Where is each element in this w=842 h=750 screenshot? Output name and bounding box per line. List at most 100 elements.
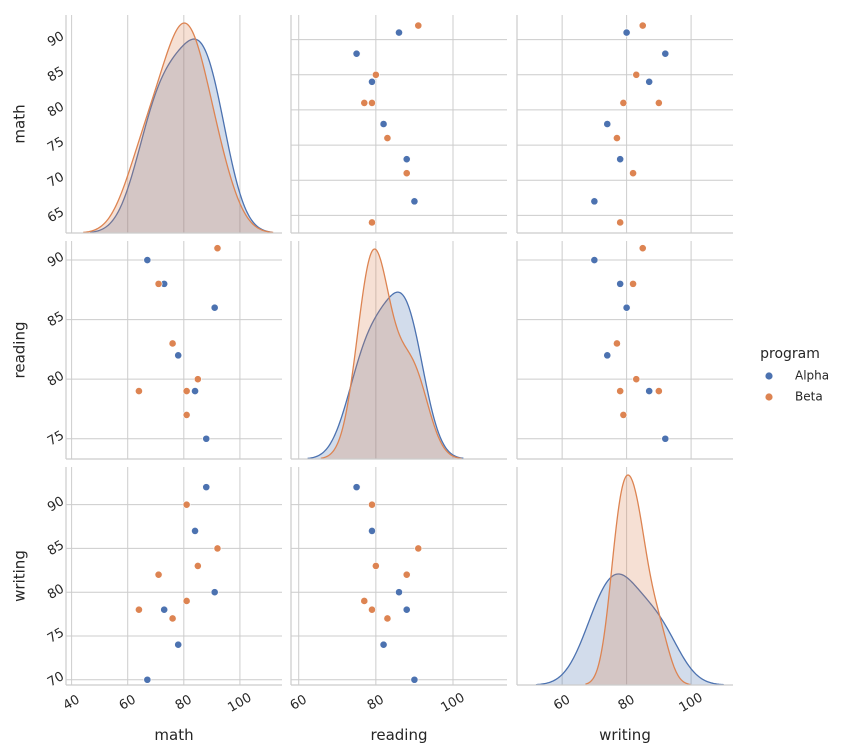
scatter-point-alpha <box>622 303 631 312</box>
scatter-point-alpha <box>590 197 599 206</box>
legend-marker-beta <box>765 393 773 401</box>
scatter-point-alpha <box>143 675 152 684</box>
scatter-point-beta <box>402 570 411 579</box>
scatter-point-beta <box>193 375 202 384</box>
y-axis-label-math: math <box>11 104 29 143</box>
y-tick-label: 70 <box>45 170 67 191</box>
x-tick-label: 100 <box>225 690 254 715</box>
kde-fill-beta <box>83 23 274 233</box>
panel-math-reading <box>290 15 507 234</box>
kde-fill-alpha <box>307 292 464 459</box>
scatter-point-alpha <box>174 351 183 360</box>
scatter-point-alpha <box>402 605 411 614</box>
panel-reading-math: 75 80 85 90 reading <box>11 241 282 460</box>
scatter-point-alpha <box>395 28 403 37</box>
panel-writing-reading: 60 80 100 reading <box>288 467 507 744</box>
scatter-point-alpha <box>174 640 183 649</box>
scatter-point-beta <box>193 562 202 570</box>
x-axis-label-reading: reading <box>371 726 428 744</box>
scatter-point-beta <box>638 21 647 30</box>
scatter-point-alpha <box>661 49 670 58</box>
scatter-point-alpha <box>160 605 169 614</box>
y-tick-label: 75 <box>45 134 67 155</box>
scatter-point-alpha <box>661 434 670 443</box>
y-tick-label: 70 <box>45 669 67 690</box>
scatter-point-alpha <box>590 256 599 264</box>
y-axis-label-reading: reading <box>11 322 29 379</box>
kde-fill-beta <box>320 249 462 459</box>
scatter-point-alpha <box>616 155 625 164</box>
y-tick-label: 65 <box>45 205 67 226</box>
y-tick-label: 85 <box>45 64 67 85</box>
kde-line-alpha <box>307 291 464 460</box>
scatter-point-beta <box>638 244 647 253</box>
x-tick-label: 80 <box>616 692 638 713</box>
scatter-point-alpha <box>402 155 411 164</box>
y-tick-label: 80 <box>45 99 67 120</box>
scatter-point-beta <box>414 544 423 553</box>
x-tick-label: 60 <box>117 692 139 713</box>
y-tick-label: 80 <box>45 582 67 603</box>
panel-reading-writing <box>516 241 733 460</box>
scatter-point-alpha <box>645 387 654 395</box>
scatter-point-beta <box>616 387 625 395</box>
scatter-point-beta <box>619 99 628 107</box>
scatter-point-beta <box>616 218 625 227</box>
y-tick-label: 75 <box>45 428 67 449</box>
kde-line-beta <box>585 474 691 686</box>
x-axis-label-math: math <box>154 726 193 744</box>
scatter-point-beta <box>654 99 663 107</box>
scatter-point-alpha <box>352 483 361 492</box>
x-tick-label: 80 <box>173 692 195 713</box>
panels: 65 70 75 80 85 90 math 75 80 85 90 reading 70 75 80 85 9… <box>11 15 733 744</box>
x-tick-label: 100 <box>677 690 706 715</box>
scatter-point-beta <box>371 70 380 79</box>
kde-line-alpha <box>535 573 724 686</box>
scatter-point-alpha <box>352 49 361 58</box>
scatter-point-beta <box>154 279 163 288</box>
legend-title: program <box>760 346 820 362</box>
scatter-point-alpha <box>202 434 211 443</box>
y-tick-label: 90 <box>45 494 67 515</box>
scatter-point-beta <box>402 169 411 178</box>
kde-fill-beta <box>585 475 691 685</box>
scatter-point-alpha <box>622 28 631 37</box>
panel-math-math: 65 70 75 80 85 90 math <box>11 15 282 234</box>
scatter-point-alpha <box>210 303 219 312</box>
scatter-point-beta <box>368 99 376 107</box>
scatter-point-alpha <box>143 256 152 264</box>
scatter-point-alpha <box>368 527 376 535</box>
scatter-point-beta <box>383 614 392 623</box>
y-tick-label: 90 <box>45 249 67 270</box>
scatter-point-beta <box>368 605 376 614</box>
scatter-point-beta <box>182 597 191 605</box>
kde-line-beta <box>320 248 462 460</box>
legend-label-beta: Beta <box>795 390 823 404</box>
panel-writing-math: 70 75 80 85 90 writing 40 60 80 100 math <box>11 467 282 744</box>
scatter-point-beta <box>632 70 641 79</box>
scatter-point-beta <box>383 134 392 142</box>
y-axis-label-writing: writing <box>11 550 29 602</box>
scatter-point-beta <box>182 387 191 395</box>
y-tick-label: 85 <box>45 309 67 330</box>
scatter-point-beta <box>168 614 177 623</box>
x-tick-label: 60 <box>288 692 310 713</box>
kde-fill-alpha <box>90 39 273 233</box>
x-tick-label: 100 <box>438 690 467 715</box>
scatter-point-beta <box>360 99 369 107</box>
x-tick-label: 60 <box>551 692 573 713</box>
scatter-point-beta <box>414 21 423 30</box>
scatter-point-alpha <box>616 279 625 288</box>
legend-marker-alpha <box>765 372 773 380</box>
scatter-point-beta <box>182 500 191 509</box>
x-axis-label-writing: writing <box>599 726 651 744</box>
scatter-point-beta <box>629 279 637 288</box>
y-tick-label: 90 <box>45 29 67 50</box>
scatter-point-beta <box>135 387 143 395</box>
scatter-point-beta <box>613 339 621 348</box>
kde-line-alpha <box>89 38 273 233</box>
y-tick-label: 80 <box>45 369 67 390</box>
scatter-point-alpha <box>410 197 419 206</box>
legend-label-alpha: Alpha <box>795 369 829 383</box>
